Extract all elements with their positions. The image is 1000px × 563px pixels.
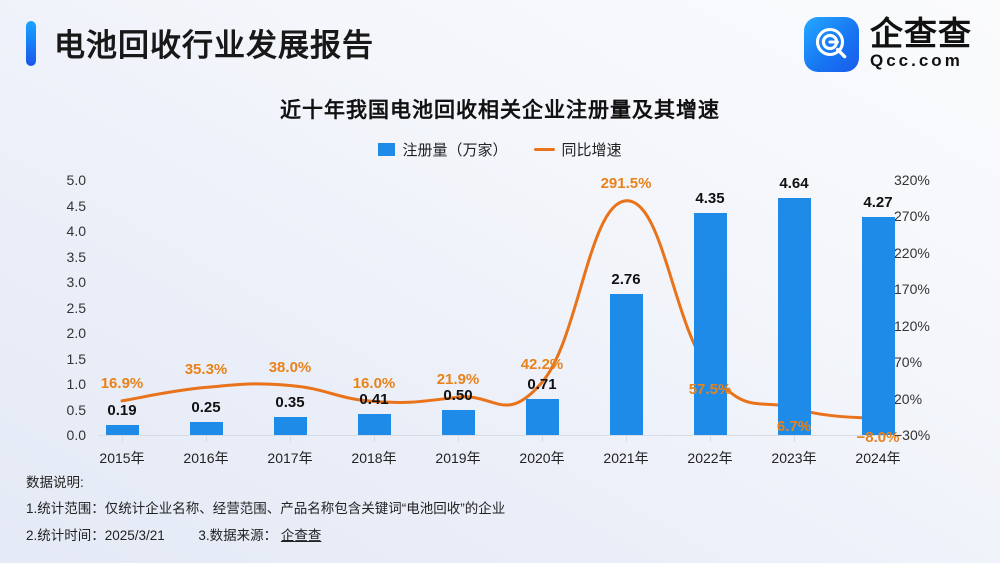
- bar-value-label: 0.35: [275, 394, 305, 412]
- y-axis-right-tick-label: 170%: [894, 281, 930, 298]
- x-axis-category-label: 2017年: [267, 450, 313, 466]
- bar-value-label: 4.35: [695, 190, 725, 208]
- growth-rate-line-path: [120, 199, 880, 421]
- brand-logo[interactable]: 企查查 Qcc.com: [804, 15, 972, 73]
- y-axis-right-tick-label: 120%: [894, 317, 930, 334]
- notes-time: 2.统计时间：2025/3/21: [26, 527, 165, 543]
- bar-value-label: 4.27: [863, 194, 893, 212]
- growth-rate-value-label: 21.9%: [436, 371, 480, 389]
- bar-registrations[interactable]: [273, 417, 307, 435]
- y-axis-left-tick-label: 0.0: [66, 427, 86, 443]
- notes-source-link[interactable]: 企查查: [280, 527, 322, 543]
- brand-name-cn: 企查查: [870, 15, 972, 53]
- growth-rate-value-label: 38.0%: [268, 359, 312, 377]
- y-axis-left-tick-label: 4.5: [66, 197, 86, 214]
- x-axis-tick: [206, 436, 207, 442]
- y-axis-right-tick-label: 270%: [894, 208, 930, 225]
- legend-item-growth-rate[interactable]: 同比增速: [533, 139, 622, 160]
- y-axis-left-tick-label: 1.5: [66, 350, 86, 367]
- x-axis-tick: [710, 436, 711, 442]
- y-axis-right-tick-label: 220%: [894, 244, 930, 261]
- y-axis-left-tick-label: 3.0: [66, 274, 86, 290]
- data-notes: 数据说明: 1.统计范围：仅统计企业名称、经营范围、产品名称包含关键词“电池回收…: [26, 470, 505, 549]
- bar-registrations[interactable]: [441, 409, 475, 435]
- x-axis-category-label: 2021年: [603, 450, 649, 466]
- x-axis-category-label: 2024年: [855, 450, 901, 466]
- bar-value-label: 2.76: [611, 271, 641, 289]
- bar-registrations[interactable]: [189, 422, 223, 435]
- x-axis-tick: [290, 436, 291, 442]
- x-axis-tick: [374, 436, 375, 442]
- x-axis-tick: [794, 436, 795, 442]
- vertical-accent-bar-icon: [26, 21, 36, 66]
- chart-title: 近十年我国电池回收相关企业注册量及其增速: [280, 99, 720, 122]
- bar-registrations[interactable]: [861, 217, 895, 435]
- legend-item-registrations[interactable]: 注册量（万家）: [378, 139, 508, 160]
- x-axis-category-label: 2019年: [435, 450, 481, 466]
- qcc-magnifier-q-icon: [804, 16, 859, 72]
- growth-rate-value-label: 16.0%: [352, 375, 396, 393]
- bar-registrations[interactable]: [357, 414, 391, 435]
- page-header: 电池回收行业发展报告 企查查 Qcc.com: [0, 0, 1000, 88]
- bar-value-label: 0.41: [359, 391, 389, 409]
- legend-label-registrations: 注册量（万家）: [402, 142, 508, 159]
- bar-registrations[interactable]: [693, 213, 727, 435]
- y-axis-right-tick-label: 20%: [894, 390, 923, 407]
- legend-bar-swatch-icon: [378, 143, 396, 156]
- y-axis-right-tick-label: 320%: [894, 172, 930, 188]
- notes-heading: 数据说明:: [26, 475, 84, 490]
- y-axis-left-tick-label: 1.0: [66, 376, 86, 392]
- x-axis-category-label: 2023年: [771, 450, 817, 466]
- growth-rate-value-label: 291.5%: [600, 174, 652, 192]
- y-axis-left-tick-label: 0.5: [66, 401, 86, 418]
- y-axis-right-tick-label: 70%: [894, 354, 923, 371]
- brand-name-en: Qcc.com: [870, 50, 963, 70]
- growth-rate-value-label: 16.9%: [100, 374, 144, 392]
- bar-registrations[interactable]: [609, 294, 643, 435]
- growth-rate-value-label: 6.7%: [776, 418, 812, 436]
- bar-registrations[interactable]: [777, 198, 811, 435]
- y-axis-left-tick-label: 4.0: [66, 223, 86, 239]
- y-axis-left-tick-label: 2.0: [66, 325, 86, 341]
- x-axis-tick: [542, 436, 543, 442]
- page-title: 电池回收行业发展报告: [54, 28, 374, 63]
- legend-line-swatch-icon: [533, 148, 555, 151]
- chart-legend: 注册量（万家） 同比增速: [0, 139, 1000, 160]
- growth-rate-value-label: −8.0%: [856, 428, 900, 446]
- bar-registrations[interactable]: [525, 398, 559, 435]
- y-axis-left-tick-label: 5.0: [66, 172, 86, 188]
- bar-value-label: 0.25: [191, 399, 221, 417]
- x-axis-tick: [626, 436, 627, 442]
- growth-rate-value-label: 57.5%: [688, 381, 732, 399]
- bar-value-label: 0.19: [107, 402, 137, 420]
- brand-wordmark: 企查查 Qcc.com: [870, 17, 972, 70]
- x-axis-category-label: 2018年: [351, 450, 397, 466]
- legend-label-growth-rate: 同比增速: [561, 142, 622, 159]
- x-axis-tick: [122, 436, 123, 442]
- y-axis-left-tick-label: 2.5: [66, 299, 86, 316]
- growth-rate-value-label: 35.3%: [184, 361, 228, 379]
- y-axis-left-tick-label: 3.5: [66, 248, 86, 265]
- y-axis-right-tick-label: −30%: [894, 427, 931, 443]
- x-axis-baseline: [98, 435, 888, 436]
- bar-registrations[interactable]: [105, 425, 139, 435]
- growth-rate-value-label: 42.2%: [520, 356, 564, 374]
- bar-value-label: 0.71: [527, 375, 557, 393]
- bar-value-label: 4.64: [779, 175, 809, 193]
- notes-scope: 1.统计范围：仅统计企业名称、经营范围、产品名称包含关键词“电池回收”的企业: [26, 501, 506, 517]
- bar-value-label: 0.50: [443, 386, 473, 404]
- notes-time-and-source: 2.统计时间：2025/3/21 3.数据来源： 企查查: [26, 523, 505, 549]
- x-axis-category-label: 2015年: [99, 450, 145, 466]
- x-axis-category-label: 2022年: [687, 450, 733, 466]
- x-axis-tick: [878, 436, 879, 442]
- notes-source-label: 3.数据来源：: [198, 527, 278, 543]
- x-axis-category-label: 2020年: [519, 450, 565, 466]
- x-axis-category-label: 2016年: [183, 450, 229, 466]
- x-axis-tick: [458, 436, 459, 442]
